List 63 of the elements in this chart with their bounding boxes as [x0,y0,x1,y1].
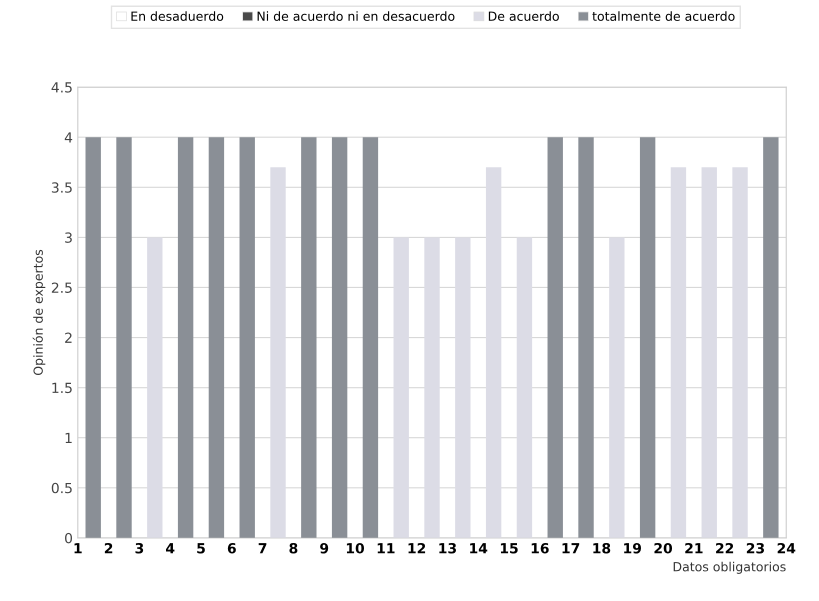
x-tick-label: 1 [74,543,82,554]
y-axis-title: Opinión de expertos [32,250,46,376]
x-axis-title: Datos obligatorios [674,562,786,574]
x-tick-label: 7 [258,543,266,554]
y-tick-label: 0 [65,532,72,544]
bar [116,137,132,538]
bar [394,237,409,538]
x-tick-label: 8 [289,543,298,554]
bar [270,167,286,538]
y-tick-label: 3.5 [52,182,72,193]
x-tick-label: 13 [439,543,456,554]
x-tick-label: 4 [166,543,174,554]
x-tick-label: 16 [532,543,549,554]
bar [178,137,194,538]
bar [548,137,563,538]
bar [362,137,378,538]
bar [240,137,255,538]
x-tick-label: 11 [378,543,395,554]
x-tick-label: 24 [778,543,796,554]
bar [332,137,348,538]
legend-label: De acuerdo [488,11,559,21]
x-tick-label: 3 [136,543,144,554]
bar [424,237,440,538]
y-tick-label: 4.5 [52,82,72,93]
bar [732,167,748,538]
bar [301,137,317,538]
bar [516,237,532,538]
y-tick-label: 4 [64,132,72,143]
bar [578,137,594,538]
y-tick-label: 3 [65,232,72,243]
y-tick-label: 2 [65,332,72,343]
y-tick-label: 2.5 [52,282,72,293]
x-tick-label: 14 [470,543,488,554]
bar [702,167,717,538]
bar [147,237,163,538]
x-tick-label: 6 [228,543,236,554]
bar [86,137,101,538]
x-tick-label: 18 [593,543,610,554]
x-tick-label: 20 [654,543,672,554]
x-tick-label: 19 [624,543,642,554]
x-tick-label: 15 [500,543,518,554]
x-tick-label: 22 [716,543,734,554]
bar [763,137,779,538]
x-tick-label: 12 [408,543,426,554]
x-tick-label: 10 [346,543,364,554]
legend-label: totalmente de acuerdo [592,11,735,21]
bar [208,137,224,538]
bar [609,237,625,538]
legend-label: En desaduerdo [131,11,224,21]
bar [670,167,686,538]
x-tick-label: 9 [320,543,328,554]
legend-label: Ni de acuerdo ni en desacuerdo [258,11,454,21]
x-tick-label: 17 [562,543,580,554]
y-tick-label: 1 [66,432,72,444]
x-tick-label: 21 [685,543,703,554]
bar [455,237,471,538]
x-tick-label: 23 [746,543,764,554]
x-tick-label: 5 [197,543,205,554]
bar [486,167,502,538]
y-tick-label: 1.5 [52,382,72,394]
y-tick-label: 0.5 [52,482,72,494]
bar [640,137,656,538]
x-tick-label: 2 [104,543,112,554]
